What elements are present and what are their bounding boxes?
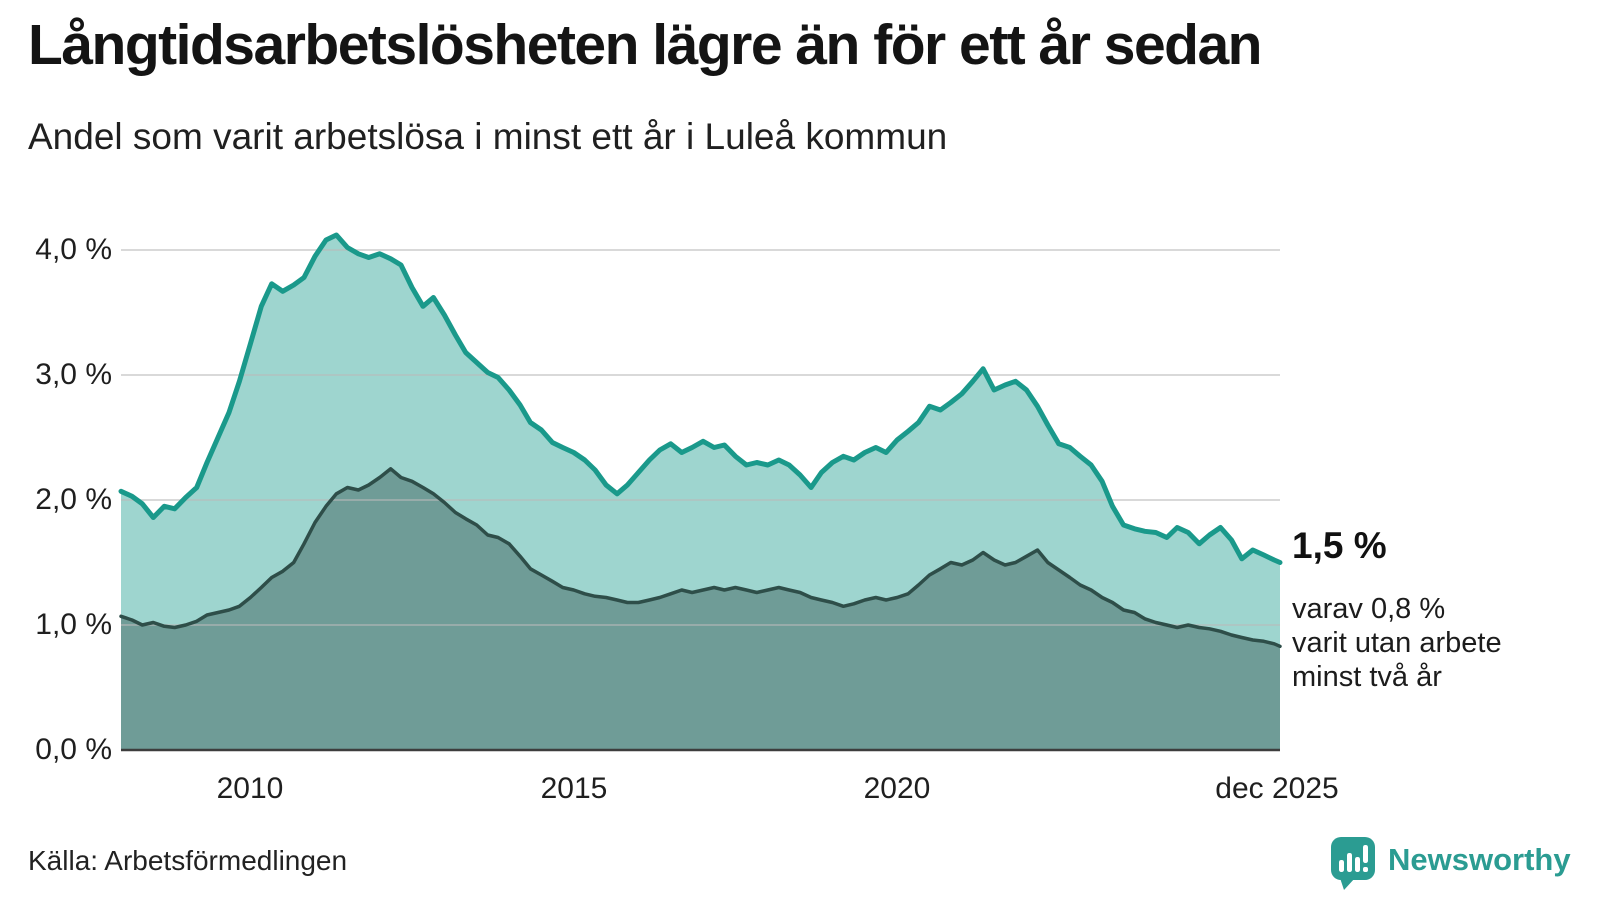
brand-logo: Newsworthy	[1330, 836, 1571, 892]
latest-value-detail: varav 0,8 % varit utan arbete minst två …	[1292, 592, 1502, 694]
y-axis-tick-2: 2,0 %	[35, 483, 112, 516]
source-credit: Källa: Arbetsförmedlingen	[28, 845, 348, 876]
y-axis-tick-4: 4,0 %	[35, 233, 112, 266]
speech-bubble-bar-chart-icon	[1331, 837, 1375, 890]
x-axis-tick-2015: 2015	[540, 772, 608, 805]
brand-name: Newsworthy	[1388, 842, 1571, 877]
detail-line-1: varav 0,8 %	[1292, 593, 1446, 625]
y-axis-tick-0: 0,0 %	[35, 733, 112, 766]
page-subtitle: Andel som varit arbetslösa i minst ett å…	[28, 116, 948, 157]
page-title: Långtidsarbetslösheten lägre än för ett …	[28, 13, 1263, 77]
detail-line-2: varit utan arbete	[1292, 627, 1502, 659]
latest-value-label: 1,5 %	[1292, 525, 1387, 566]
y-axis-tick-1: 1,0 %	[35, 608, 112, 641]
x-axis-tick-dec-2025: dec 2025	[1215, 772, 1339, 805]
x-axis-tick-2020: 2020	[863, 772, 931, 805]
x-axis-tick-2010: 2010	[216, 772, 284, 805]
y-axis-tick-3: 3,0 %	[35, 358, 112, 391]
detail-line-3: minst två år	[1292, 661, 1442, 693]
